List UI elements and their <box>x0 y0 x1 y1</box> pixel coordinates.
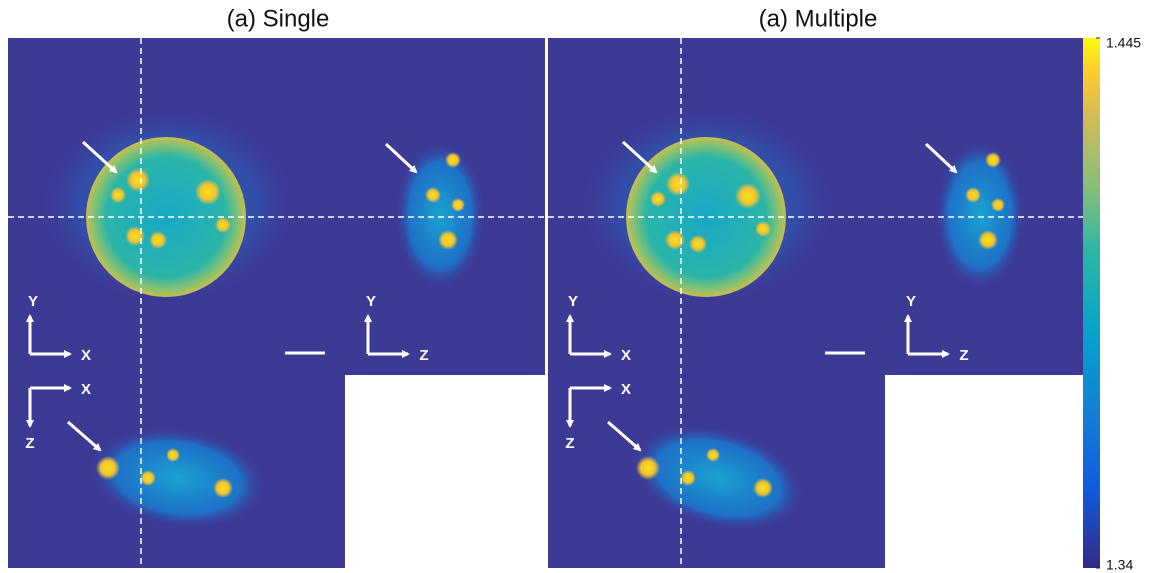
axis-label: X <box>81 347 91 364</box>
spot <box>706 448 720 462</box>
spot <box>978 230 998 250</box>
spot <box>735 183 761 209</box>
spot <box>753 478 773 498</box>
spot <box>689 235 707 253</box>
spot <box>665 230 685 250</box>
axis-label: Y <box>568 293 578 310</box>
spot <box>125 226 145 246</box>
colorbar <box>1083 38 1100 568</box>
yz-cell <box>935 140 1025 290</box>
colorbar-tick-label: 1.445 <box>1106 35 1141 51</box>
spot <box>213 478 233 498</box>
spot <box>110 187 126 203</box>
spot <box>149 231 167 249</box>
spot <box>985 152 1001 168</box>
spot <box>666 172 690 196</box>
spot <box>215 217 231 233</box>
axis-label: Y <box>366 293 376 310</box>
axis-label: X <box>621 347 631 364</box>
axis-label: X <box>621 381 631 398</box>
spot <box>636 456 660 480</box>
spot <box>438 230 458 250</box>
axis-label: Y <box>906 293 916 310</box>
axis-label: Z <box>565 435 574 452</box>
axis-label: Z <box>25 435 34 452</box>
spot <box>445 152 461 168</box>
spot <box>680 470 696 486</box>
panel-title: (a) Single <box>227 5 330 32</box>
spot <box>991 198 1005 212</box>
spot <box>451 198 465 212</box>
spot <box>650 191 666 207</box>
axis-label: Z <box>419 347 428 364</box>
axis-label: X <box>81 381 91 398</box>
axis-label: Z <box>959 347 968 364</box>
spot <box>195 179 221 205</box>
spot <box>166 448 180 462</box>
spot <box>425 187 441 203</box>
figure: (a) Single Y X Y Z X Z (a) Multiple Y X Y Z X Z 1.34 1.… <box>0 0 1162 573</box>
spot <box>96 456 120 480</box>
spot <box>965 187 981 203</box>
spot <box>755 221 771 237</box>
spot <box>126 168 150 192</box>
axis-label: Y <box>28 293 38 310</box>
yz-cell <box>395 140 485 290</box>
colorbar-tick-label: 1.34 <box>1106 557 1133 573</box>
panel-title: (a) Multiple <box>759 5 878 32</box>
spot <box>140 470 156 486</box>
